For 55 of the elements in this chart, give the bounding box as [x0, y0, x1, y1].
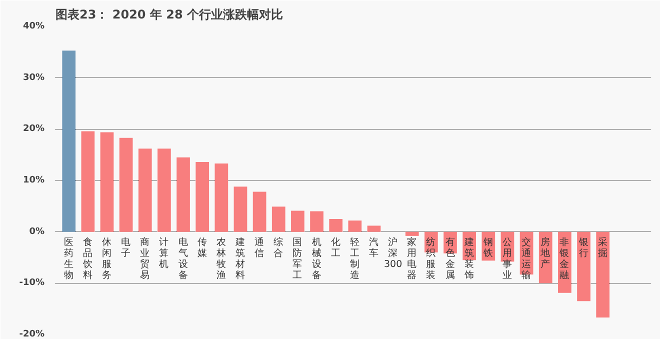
bar: [596, 232, 610, 318]
x-tick-label: 电气设备: [178, 236, 188, 281]
x-tick-label: 休闲服务: [102, 236, 112, 281]
bar: [367, 226, 381, 232]
x-tick-label: 非银金融: [558, 236, 570, 281]
x-tick-label: 汽车: [368, 236, 379, 259]
x-tick-label: 轻工制造: [350, 236, 360, 281]
bar: [81, 131, 95, 232]
chart-title: 图表23： 2020 年 28 个行业涨跌幅对比: [56, 8, 284, 22]
x-tick-label: 国防军工: [292, 236, 303, 281]
x-tick-label: 计算机: [159, 236, 170, 270]
y-tick-label: 0%: [29, 226, 44, 237]
x-tick-label: 电子: [121, 236, 132, 259]
bar: [577, 232, 590, 302]
bar: [214, 164, 228, 232]
bar: [234, 186, 248, 232]
bar: [100, 132, 114, 232]
x-tick-label: 医药生物: [64, 236, 74, 281]
x-tick-label: 银行: [578, 236, 589, 259]
x-tick-label: 化工: [330, 236, 341, 259]
y-tick-label: 10%: [22, 176, 45, 186]
x-tick-label: 传媒: [197, 236, 208, 259]
bar: [176, 157, 190, 232]
bar: [252, 192, 266, 232]
y-tick-label: -10%: [19, 278, 45, 288]
y-tick-label: -20%: [19, 330, 45, 339]
x-tick-label: 食品饮料: [82, 236, 93, 281]
bar: [196, 162, 210, 232]
x-tick-label: 建筑装饰: [463, 236, 474, 281]
x-tick-label: 房地产: [540, 236, 551, 270]
x-tick-label: 公用事业: [502, 236, 512, 281]
bar: [291, 210, 304, 232]
bar: [348, 220, 362, 232]
bar: [119, 138, 133, 232]
y-tick-label: 40%: [22, 22, 45, 32]
x-tick-label: 农林牧渔: [215, 236, 226, 281]
x-tick-label: 通信: [254, 236, 265, 259]
bar: [158, 148, 171, 232]
x-tick-label: 商业贸易: [140, 236, 150, 281]
x-tick-label: 钢铁: [482, 236, 494, 259]
x-tick-label: 综合: [274, 236, 284, 259]
x-tick-label: 家用电器: [407, 236, 418, 281]
y-tick-label: 20%: [22, 124, 45, 134]
bar: [138, 148, 152, 232]
y-tick-label: 30%: [22, 72, 45, 83]
x-tick-label: 采掘: [598, 236, 608, 259]
bar: [405, 232, 419, 236]
bar: [310, 211, 324, 232]
bar: [329, 219, 343, 232]
x-tick-label: 建筑材料: [234, 236, 246, 281]
x-tick-label: 有色金属: [445, 236, 456, 281]
bar: [62, 50, 76, 232]
x-tick-label: 沪深300: [384, 236, 402, 270]
bar: [272, 206, 286, 232]
x-tick-label: 机械设备: [312, 236, 322, 281]
